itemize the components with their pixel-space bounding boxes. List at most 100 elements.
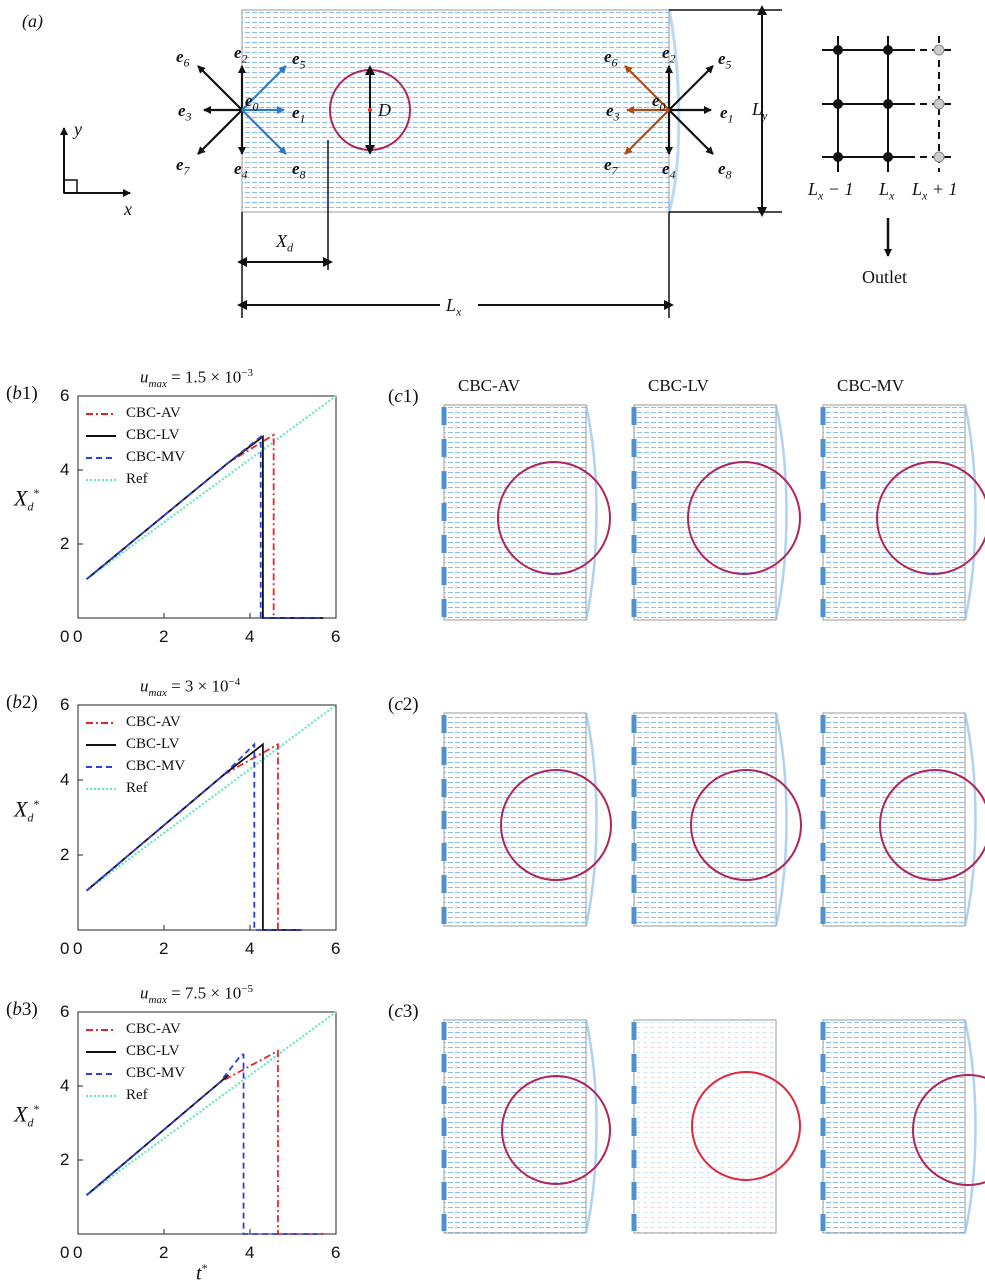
- panel-c-label: (c2): [388, 694, 419, 715]
- panel-c-label: (c3): [388, 1001, 419, 1022]
- series-cbc-lv: [86, 434, 324, 619]
- panel-b-label: (b1): [6, 383, 38, 404]
- column-header-cbc-av: CBC-AV: [458, 376, 521, 395]
- x-tick-label: 6: [331, 627, 341, 646]
- series-cbc-mv: [86, 742, 302, 931]
- left-vector-label-e7: e7: [176, 155, 190, 178]
- droplet-outline: [876, 461, 985, 575]
- x-tick-label: 2: [159, 939, 169, 958]
- legend-label: CBC-LV: [126, 736, 180, 752]
- left-vector-label-e5: e5: [292, 49, 306, 72]
- snapshot-r3-c1: [441, 1019, 611, 1234]
- snapshot-domain: [822, 1019, 966, 1234]
- domain-flow-field: [241, 9, 670, 213]
- panel-c-label: (c1): [388, 386, 419, 407]
- chart-frame: [77, 1011, 337, 1235]
- right-vector-label-e4: e4: [662, 159, 676, 182]
- snapshot-r1-c2: [631, 404, 801, 621]
- grid-label-lx-minus-1: Lx − 1: [808, 179, 854, 203]
- y-tick-label: 6: [60, 1002, 70, 1021]
- x-tick-label: 0: [73, 939, 83, 958]
- right-vector-label-e2: e2: [662, 43, 676, 66]
- y-tick-label: 0: [60, 939, 70, 958]
- x-tick-label: 2: [159, 627, 169, 646]
- series-ref: [85, 395, 337, 581]
- x-tick-label: 0: [73, 1243, 83, 1262]
- droplet-outline: [501, 1075, 611, 1185]
- xd-label: Xd: [276, 231, 293, 255]
- x-tick-label: 4: [245, 939, 255, 958]
- right-vector-label-e3: e3: [606, 101, 620, 124]
- axis-x-label: x: [124, 199, 132, 219]
- chart-2: [77, 704, 337, 931]
- droplet-outline: [687, 461, 801, 575]
- y-tick-label: 4: [60, 770, 70, 789]
- droplet-outline: [497, 461, 611, 575]
- legend-label: CBC-MV: [126, 1065, 186, 1081]
- outlet-label: Outlet: [862, 267, 907, 287]
- snapshot-domain: [822, 404, 966, 621]
- series-cbc-mv: [86, 434, 324, 619]
- right-vector-label-e8: e8: [718, 159, 732, 182]
- snapshot-domain: [443, 1019, 587, 1234]
- series-cbc-lv: [86, 742, 302, 931]
- snapshot-domain: [443, 404, 587, 621]
- chart-frame: [77, 395, 337, 619]
- column-header-cbc-mv: CBC-MV: [837, 376, 905, 395]
- axis-y-label: y: [74, 119, 82, 139]
- x-axis-label: t*: [196, 1261, 208, 1285]
- y-axis-label: Xd*: [14, 1101, 40, 1130]
- series-ref: [85, 704, 337, 892]
- chart-frame: [77, 704, 337, 931]
- snapshot-domain: [633, 712, 777, 927]
- legend-label: CBC-AV: [126, 1021, 181, 1037]
- chart-title: umax = 3 × 10−4: [140, 676, 241, 700]
- diameter-label: D: [378, 100, 391, 120]
- left-vector-label-e8: e8: [292, 159, 306, 182]
- coordinate-axes: [60, 127, 131, 197]
- snapshot-r2-c1: [441, 712, 612, 927]
- right-vector-label-e0: e0: [652, 91, 666, 114]
- grid-label-lx-plus-1: Lx + 1: [912, 179, 958, 203]
- legend-label: CBC-MV: [126, 758, 186, 774]
- charts-group: [77, 395, 337, 1235]
- snapshot-r2-c3: [820, 712, 985, 927]
- right-vector-label-e1: e1: [720, 103, 734, 126]
- droplet-outline: [912, 1074, 985, 1186]
- snapshot-r3-c3: [820, 1019, 985, 1234]
- droplet-outline: [690, 769, 802, 881]
- snapshot-domain: [822, 712, 966, 927]
- left-vector-label-e0: e0: [245, 91, 259, 114]
- panel-b-label: (b3): [6, 999, 38, 1020]
- right-vector-label-e7: e7: [604, 155, 618, 178]
- series-cbc-av: [86, 1049, 324, 1235]
- panel-a-label: (a): [22, 11, 43, 31]
- x-tick-label: 6: [331, 1243, 341, 1262]
- legend-label: CBC-LV: [126, 1043, 180, 1059]
- snapshot-domain: [443, 712, 587, 927]
- series-cbc-mv: [86, 1053, 324, 1235]
- y-axis-label: Xd*: [14, 795, 40, 825]
- snapshot-domain: [633, 1019, 777, 1234]
- snapshot-domain: [633, 404, 777, 621]
- snapshot-r1-c3: [820, 404, 985, 621]
- series-cbc-av: [86, 742, 302, 931]
- left-vector-label-e6: e6: [176, 47, 190, 70]
- chart-title: umax = 7.5 × 10−5: [140, 983, 253, 1007]
- y-tick-label: 2: [60, 534, 70, 553]
- panel-b-label: (b2): [6, 692, 38, 713]
- legend-label: Ref: [126, 780, 148, 796]
- snapshot-r2-c2: [631, 712, 802, 927]
- y-tick-label: 6: [60, 386, 70, 405]
- y-axis-label: Xd*: [14, 485, 40, 514]
- chart-title: umax = 1.5 × 10−3: [140, 367, 253, 391]
- legend-label: Ref: [126, 1087, 148, 1103]
- legend-label: CBC-AV: [126, 714, 181, 730]
- snapshot-r1-c1: [441, 404, 611, 621]
- right-vector-label-e5: e5: [718, 49, 732, 72]
- column-header-cbc-lv: CBC-LV: [648, 376, 709, 395]
- chart-3: [77, 1011, 337, 1235]
- snapshots-group: [441, 404, 985, 1234]
- y-tick-label: 0: [60, 1243, 70, 1262]
